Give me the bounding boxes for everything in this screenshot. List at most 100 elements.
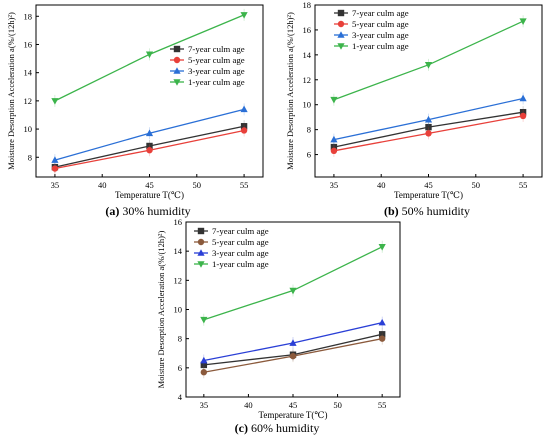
legend-label: 1-year culm age [212, 259, 269, 269]
legend-marker [197, 249, 205, 256]
y-axis-label: Moisture Desorption Acceleration a(%/(12… [285, 12, 295, 170]
y-tick-label: 4 [178, 392, 183, 402]
data-point [425, 123, 432, 131]
y-tick-label: 14 [24, 68, 33, 78]
x-tick-label: 40 [244, 400, 253, 410]
y-axis-label: Moisture Desorption Acceleration a(%/(12… [6, 12, 16, 170]
panel-a-chart: 35 40 45 50 55 8 10 12 14 16 18 Temperature T(℃) Moi… [6, 4, 264, 200]
x-tick-label: 35 [200, 400, 209, 410]
data-point [378, 243, 386, 251]
x-tick-label: 45 [289, 400, 298, 410]
x-axis-label: Temperature T(℃) [259, 410, 328, 420]
legend-label: 7-year culm age [212, 226, 269, 236]
y-axis-label: Moisture Desorption Acceleration a(%/(12… [156, 231, 166, 389]
x-tick-label: 40 [377, 180, 386, 190]
panel-b-chart: 35 40 45 50 55 6 8 10 12 14 16 18 Temperature T(℃) Mo… [285, 0, 543, 200]
data-point [424, 62, 433, 69]
legend-label: 5-year culm age [212, 237, 269, 247]
y-tick-label: 8 [307, 125, 311, 135]
data-point [378, 318, 386, 326]
y-tick-label: 16 [303, 25, 312, 35]
legend-label: 5-year culm age [352, 19, 409, 29]
x-tick-label: 55 [240, 180, 249, 190]
legend-marker [173, 79, 181, 86]
panel-a-caption: (a) 30% humidity [105, 204, 190, 218]
y-tick-label: 16 [24, 39, 33, 49]
legend-marker [173, 45, 181, 53]
legend-label: 3-year culm age [188, 66, 245, 76]
legend-label: 7-year culm age [352, 8, 409, 18]
x-tick-label: 45 [145, 180, 154, 190]
legend-marker [337, 31, 345, 38]
legend-label: 1-year culm age [188, 77, 245, 87]
data-point [519, 112, 527, 120]
y-tick-label: 12 [174, 275, 183, 285]
data-point [145, 51, 154, 59]
y-tick-label: 14 [174, 246, 183, 256]
data-point [200, 369, 208, 376]
x-tick-label: 40 [98, 180, 107, 190]
x-tick-label: 45 [424, 180, 433, 190]
legend-label: 5-year culm age [188, 55, 245, 65]
data-point [519, 94, 527, 102]
x-tick-label: 50 [193, 180, 202, 190]
data-point [240, 105, 248, 113]
data-point [330, 96, 338, 104]
legend-marker [337, 9, 345, 17]
data-point [240, 127, 248, 134]
data-point [51, 156, 59, 163]
x-tick-label: 55 [378, 400, 387, 410]
data-point [330, 135, 338, 143]
data-point [425, 130, 432, 137]
x-tick-label: 50 [333, 400, 342, 410]
data-point [200, 361, 208, 369]
legend-label: 3-year culm age [352, 30, 409, 40]
panel-c-chart: 35 40 45 50 55 4 6 8 10 12 14 16 Temperature T(℃) Moi… [156, 217, 401, 420]
y-tick-label: 14 [303, 50, 312, 60]
data-point [289, 287, 297, 295]
x-axis-label: Temperature T(℃) [115, 190, 184, 200]
y-tick-label: 6 [178, 363, 182, 373]
data-point [378, 331, 386, 338]
legend-marker [197, 261, 205, 268]
x-axis-label: Temperature T(℃) [394, 190, 463, 200]
y-tick-label: 6 [307, 150, 311, 160]
legend-marker [337, 20, 345, 28]
y-tick-label: 12 [303, 75, 312, 85]
data-point [145, 129, 154, 137]
legend-label: 1-year culm age [352, 41, 409, 51]
legend-marker [173, 67, 181, 74]
data-point [289, 339, 297, 346]
data-point [240, 12, 248, 19]
data-point [424, 115, 433, 123]
data-point [146, 147, 153, 154]
data-point [519, 18, 527, 26]
y-tick-label: 10 [303, 100, 312, 110]
y-tick-label: 18 [303, 0, 312, 10]
legend-label: 3-year culm age [212, 248, 269, 258]
x-tick-label: 35 [51, 180, 60, 190]
data-point [519, 108, 527, 116]
data-point [330, 147, 338, 155]
x-tick-label: 35 [330, 180, 339, 190]
legend-label: 7-year culm age [188, 44, 245, 54]
panel-c-caption: (c) 60% humidity [235, 421, 320, 435]
y-tick-label: 16 [174, 217, 183, 227]
data-point [200, 356, 208, 364]
x-tick-label: 55 [519, 180, 528, 190]
data-point [289, 352, 297, 360]
data-point [378, 335, 386, 342]
data-point [200, 316, 208, 324]
y-tick-label: 8 [28, 152, 32, 162]
plot-frame [314, 4, 543, 178]
legend-marker [173, 56, 181, 64]
legend-marker [197, 227, 205, 235]
panel-b-caption: (b) 50% humidity [384, 204, 470, 218]
y-tick-label: 18 [24, 11, 33, 21]
y-tick-label: 10 [174, 305, 183, 315]
y-tick-label: 10 [24, 124, 33, 134]
